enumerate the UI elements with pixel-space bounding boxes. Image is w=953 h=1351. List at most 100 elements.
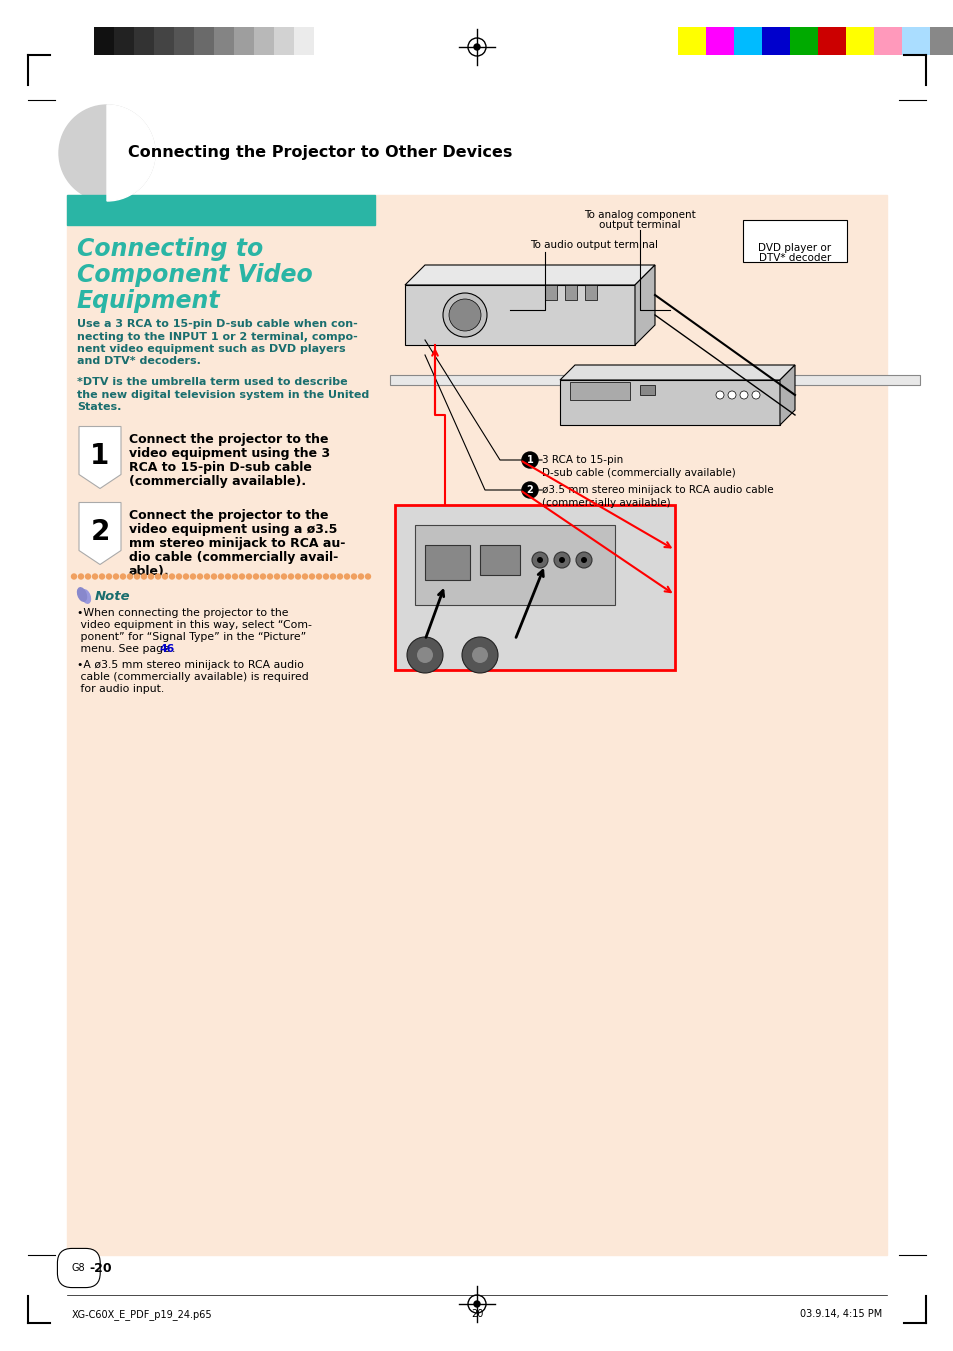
Text: 20: 20 <box>471 1309 482 1319</box>
Polygon shape <box>79 427 121 489</box>
Text: the new digital television system in the United: the new digital television system in the… <box>77 389 369 400</box>
Text: DTV* decoder: DTV* decoder <box>758 253 830 263</box>
Bar <box>253 27 274 55</box>
Circle shape <box>365 574 370 580</box>
Circle shape <box>253 574 258 580</box>
Circle shape <box>554 553 569 567</box>
Circle shape <box>537 557 542 563</box>
Circle shape <box>521 453 537 467</box>
Polygon shape <box>79 503 121 565</box>
Circle shape <box>316 574 321 580</box>
Bar <box>705 27 733 55</box>
Text: Connecting to: Connecting to <box>77 236 263 261</box>
Text: nent video equipment such as DVD players: nent video equipment such as DVD players <box>77 345 345 354</box>
Circle shape <box>309 574 314 580</box>
Circle shape <box>302 574 307 580</box>
Circle shape <box>407 638 442 673</box>
Bar <box>639 385 655 394</box>
Circle shape <box>71 574 76 580</box>
Circle shape <box>416 647 433 663</box>
Circle shape <box>580 557 586 563</box>
Bar <box>395 505 675 670</box>
Bar <box>94 27 113 55</box>
Text: XG-C60X_E_PDF_p19_24.p65: XG-C60X_E_PDF_p19_24.p65 <box>71 1309 213 1320</box>
Circle shape <box>472 647 488 663</box>
Circle shape <box>295 574 300 580</box>
Circle shape <box>170 574 174 580</box>
Circle shape <box>727 390 735 399</box>
Circle shape <box>344 574 349 580</box>
Text: (commercially available): (commercially available) <box>541 499 670 508</box>
Circle shape <box>107 574 112 580</box>
Text: video equipment using a ø3.5: video equipment using a ø3.5 <box>129 523 337 535</box>
Text: To analog component: To analog component <box>583 209 695 220</box>
Text: and DTV* decoders.: and DTV* decoders. <box>77 357 201 366</box>
Circle shape <box>260 574 265 580</box>
Circle shape <box>716 390 723 399</box>
Circle shape <box>149 574 153 580</box>
Ellipse shape <box>81 590 91 603</box>
Circle shape <box>141 574 147 580</box>
Bar <box>113 27 133 55</box>
Bar <box>678 27 705 55</box>
Circle shape <box>337 574 342 580</box>
Text: (commercially available).: (commercially available). <box>129 474 306 488</box>
Bar <box>274 27 294 55</box>
Bar <box>544 285 557 300</box>
Text: •A ø3.5 mm stereo minijack to RCA audio: •A ø3.5 mm stereo minijack to RCA audio <box>77 661 304 670</box>
Bar <box>584 285 597 300</box>
Text: D-sub cable (commercially available): D-sub cable (commercially available) <box>541 467 735 478</box>
Text: Equipment: Equipment <box>77 289 220 313</box>
Bar <box>845 27 873 55</box>
Circle shape <box>212 574 216 580</box>
Text: 03.9.14, 4:15 PM: 03.9.14, 4:15 PM <box>799 1309 882 1319</box>
Circle shape <box>239 574 244 580</box>
Text: mm stereo minijack to RCA au-: mm stereo minijack to RCA au- <box>129 536 345 550</box>
Text: •When connecting the projector to the: •When connecting the projector to the <box>77 608 288 619</box>
Text: dio cable (commercially avail-: dio cable (commercially avail- <box>129 550 338 563</box>
Text: Connect the projector to the: Connect the projector to the <box>129 432 328 446</box>
Bar <box>67 195 375 226</box>
Bar <box>294 27 314 55</box>
Bar <box>733 27 761 55</box>
Text: necting to the INPUT 1 or 2 terminal, compo-: necting to the INPUT 1 or 2 terminal, co… <box>77 331 357 342</box>
Circle shape <box>183 574 189 580</box>
Text: ø3.5 mm stereo minijack to RCA audio cable: ø3.5 mm stereo minijack to RCA audio cab… <box>541 485 773 494</box>
Polygon shape <box>390 376 919 385</box>
Text: 1: 1 <box>91 442 110 470</box>
Circle shape <box>449 299 480 331</box>
Circle shape <box>128 574 132 580</box>
Circle shape <box>558 557 564 563</box>
Circle shape <box>197 574 202 580</box>
Circle shape <box>576 553 592 567</box>
Text: video equipment in this way, select “Com-: video equipment in this way, select “Com… <box>77 620 312 631</box>
Circle shape <box>751 390 760 399</box>
Polygon shape <box>780 365 794 426</box>
Circle shape <box>233 574 237 580</box>
Circle shape <box>134 574 139 580</box>
Text: ponent” for “Signal Type” in the “Picture”: ponent” for “Signal Type” in the “Pictur… <box>77 632 306 643</box>
Circle shape <box>225 574 231 580</box>
Circle shape <box>78 574 84 580</box>
Text: for audio input.: for audio input. <box>77 685 164 694</box>
Text: cable (commercially available) is required: cable (commercially available) is requir… <box>77 673 309 682</box>
Circle shape <box>86 574 91 580</box>
Text: Connect the projector to the: Connect the projector to the <box>129 508 328 521</box>
Ellipse shape <box>77 588 87 601</box>
Bar <box>173 27 193 55</box>
Polygon shape <box>559 365 794 380</box>
Bar <box>559 380 780 426</box>
Circle shape <box>521 482 537 499</box>
Wedge shape <box>107 105 154 201</box>
Text: *DTV is the umbrella term used to describe: *DTV is the umbrella term used to descri… <box>77 377 347 386</box>
Circle shape <box>442 293 486 336</box>
Circle shape <box>461 638 497 673</box>
Polygon shape <box>405 265 655 285</box>
Circle shape <box>218 574 223 580</box>
Text: Use a 3 RCA to 15-pin D-sub cable when con-: Use a 3 RCA to 15-pin D-sub cable when c… <box>77 319 357 330</box>
Text: output terminal: output terminal <box>598 220 680 230</box>
Bar <box>213 27 233 55</box>
Circle shape <box>740 390 747 399</box>
Bar <box>873 27 901 55</box>
Bar <box>424 544 470 580</box>
